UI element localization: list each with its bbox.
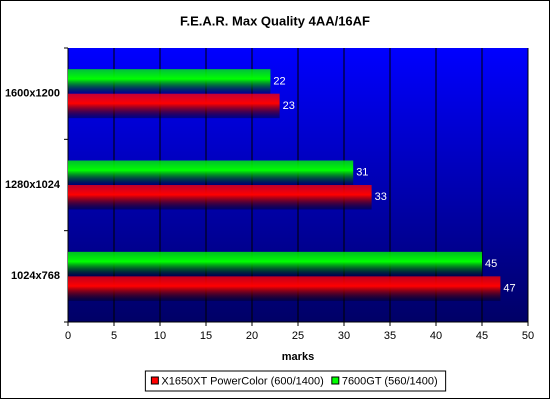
y-tick-label: 1600x1200 [5,88,60,100]
x-tick-label: 50 [522,330,534,342]
x-tick-label: 20 [246,330,258,342]
value-label: 45 [485,258,497,270]
y-tick-label: 1280x1024 [5,179,61,191]
legend-label: X1650XT PowerColor (600/1400) [161,375,323,387]
value-label: 31 [356,167,368,179]
x-tick-label: 10 [154,330,166,342]
x-tick-label: 40 [430,330,442,342]
x-axis-label: marks [282,351,314,363]
y-tick-label: 1024x768 [11,270,60,282]
legend-swatch [150,376,159,385]
value-label: 33 [375,191,387,203]
x-tick-label: 35 [384,330,396,342]
value-label: 22 [273,75,285,87]
chart-title: F.E.A.R. Max Quality 4AA/16AF [180,13,370,28]
bar [68,69,271,94]
x-tick-label: 25 [292,330,304,342]
legend-box [144,370,447,392]
bar [68,251,482,277]
x-tick-label: 45 [476,330,488,342]
legend-label: 7600GT (560/1400) [342,375,438,387]
value-label: 23 [283,100,295,112]
bar [68,276,501,301]
bar [68,93,280,119]
x-tick-label: 0 [65,330,71,342]
bar [68,185,372,210]
x-tick-label: 5 [111,330,117,342]
bar [68,160,354,185]
x-tick-label: 15 [200,330,212,342]
legend-swatch [331,376,340,385]
value-label: 47 [503,282,515,294]
legend: X1650XT PowerColor (600/1400) 7600GT (560… [144,370,447,392]
x-tick-label: 30 [338,330,350,342]
